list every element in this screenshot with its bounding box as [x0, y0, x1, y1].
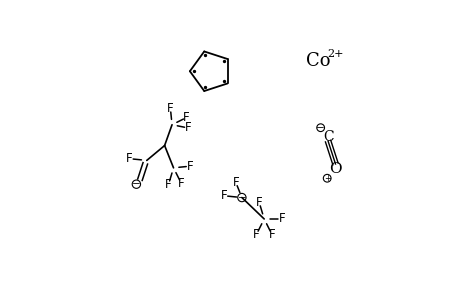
- Text: F: F: [278, 212, 285, 226]
- Text: F: F: [232, 176, 239, 189]
- Text: F: F: [252, 228, 259, 241]
- Text: +: +: [323, 174, 330, 183]
- Text: F: F: [167, 102, 174, 115]
- Text: Co: Co: [305, 52, 330, 70]
- Text: F: F: [165, 178, 172, 191]
- Text: C: C: [322, 130, 333, 144]
- Text: F: F: [183, 111, 190, 124]
- Text: F: F: [268, 228, 274, 241]
- Text: 2+: 2+: [326, 49, 343, 59]
- Text: F: F: [220, 189, 227, 202]
- Text: −: −: [132, 179, 140, 189]
- Text: F: F: [126, 152, 133, 165]
- Text: F: F: [255, 196, 262, 209]
- Text: F: F: [178, 177, 184, 190]
- Text: −: −: [316, 123, 325, 133]
- Text: −: −: [237, 193, 246, 202]
- Text: F: F: [186, 160, 193, 173]
- Text: F: F: [185, 122, 191, 134]
- Text: O: O: [329, 162, 341, 176]
